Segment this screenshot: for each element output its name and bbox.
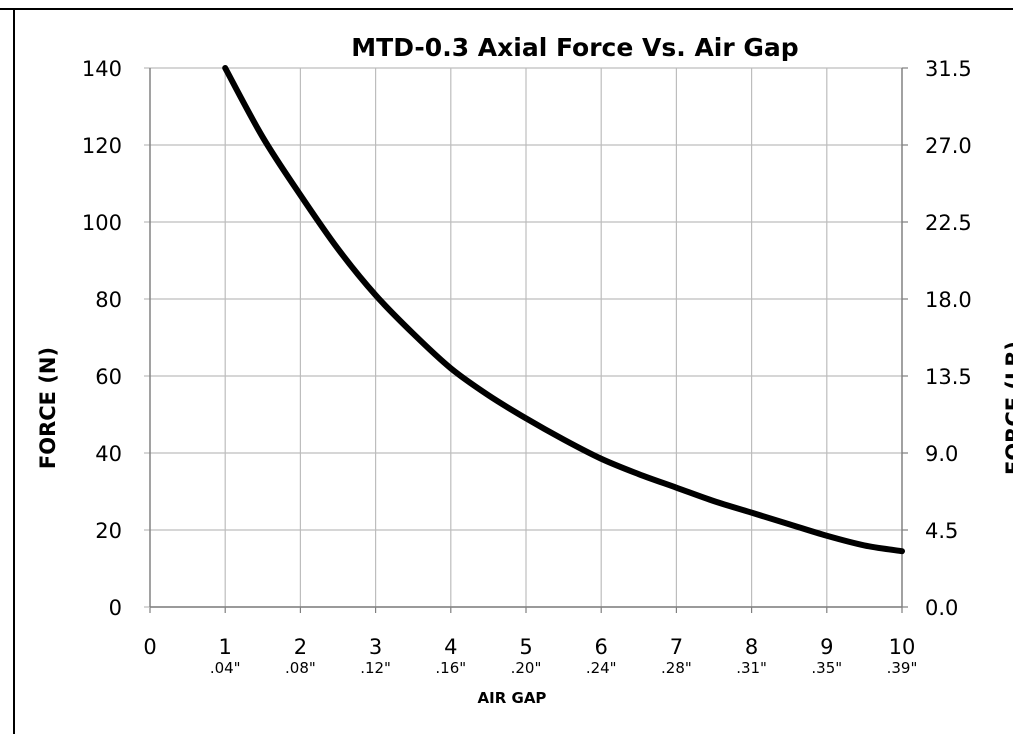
y2-tick-label: 18.0: [925, 288, 972, 312]
x-tick-label: 3: [369, 635, 382, 659]
x-subtick-label: .12": [360, 659, 391, 677]
y-tick-label: 80: [95, 288, 122, 312]
x-subtick-label: .20": [511, 659, 542, 677]
y-tick-label: 140: [82, 57, 122, 81]
y2-axis-label: FORCE (LB): [1002, 341, 1013, 475]
x-subtick-label: .04": [210, 659, 241, 677]
x-subtick-label: .39": [887, 659, 918, 677]
y2-tick-label: 9.0: [925, 442, 958, 466]
x-tick-label: 5: [519, 635, 532, 659]
y2-tick-label: 4.5: [925, 519, 958, 543]
y-axis-label: FORCE (N): [36, 347, 60, 469]
y-tick-label: 0: [109, 596, 122, 620]
x-tick-label: 2: [294, 635, 307, 659]
y2-tick-label: 27.0: [925, 134, 972, 158]
x-tick-label: 8: [745, 635, 758, 659]
y2-tick-label: 0.0: [925, 596, 958, 620]
chart-title: MTD-0.3 Axial Force Vs. Air Gap: [351, 33, 798, 62]
grid: [144, 67, 908, 613]
x-tick-label: 10: [889, 635, 916, 659]
y-tick-label: 40: [95, 442, 122, 466]
y-tick-label: 60: [95, 365, 122, 389]
force-curve: [222, 65, 905, 555]
x-tick-label: 1: [219, 635, 232, 659]
x-tick-label: 0: [143, 635, 156, 659]
x-subtick-label: .28": [661, 659, 692, 677]
x-tick-label: 9: [820, 635, 833, 659]
x-subtick-label: .16": [435, 659, 466, 677]
x-tick-label: 4: [444, 635, 457, 659]
y-tick-label: 100: [82, 211, 122, 235]
tick-labels: 0 1.04" 2.08" 3.12" 4.16" 5.20" 6.24" 7.28" 8.31…: [82, 57, 972, 677]
y2-tick-label: 22.5: [925, 211, 972, 235]
x-axis-label: AIR GAP: [478, 689, 547, 707]
x-subtick-label: .24": [586, 659, 617, 677]
x-subtick-label: .31": [736, 659, 767, 677]
y-tick-label: 20: [95, 519, 122, 543]
series-layer: [222, 65, 905, 555]
y-tick-label: 120: [82, 134, 122, 158]
x-tick-label: 6: [595, 635, 608, 659]
x-tick-label: 7: [670, 635, 683, 659]
y2-tick-label: 31.5: [925, 57, 972, 81]
x-subtick-label: .35": [811, 659, 842, 677]
x-subtick-label: .08": [285, 659, 316, 677]
y2-tick-label: 13.5: [925, 365, 972, 389]
